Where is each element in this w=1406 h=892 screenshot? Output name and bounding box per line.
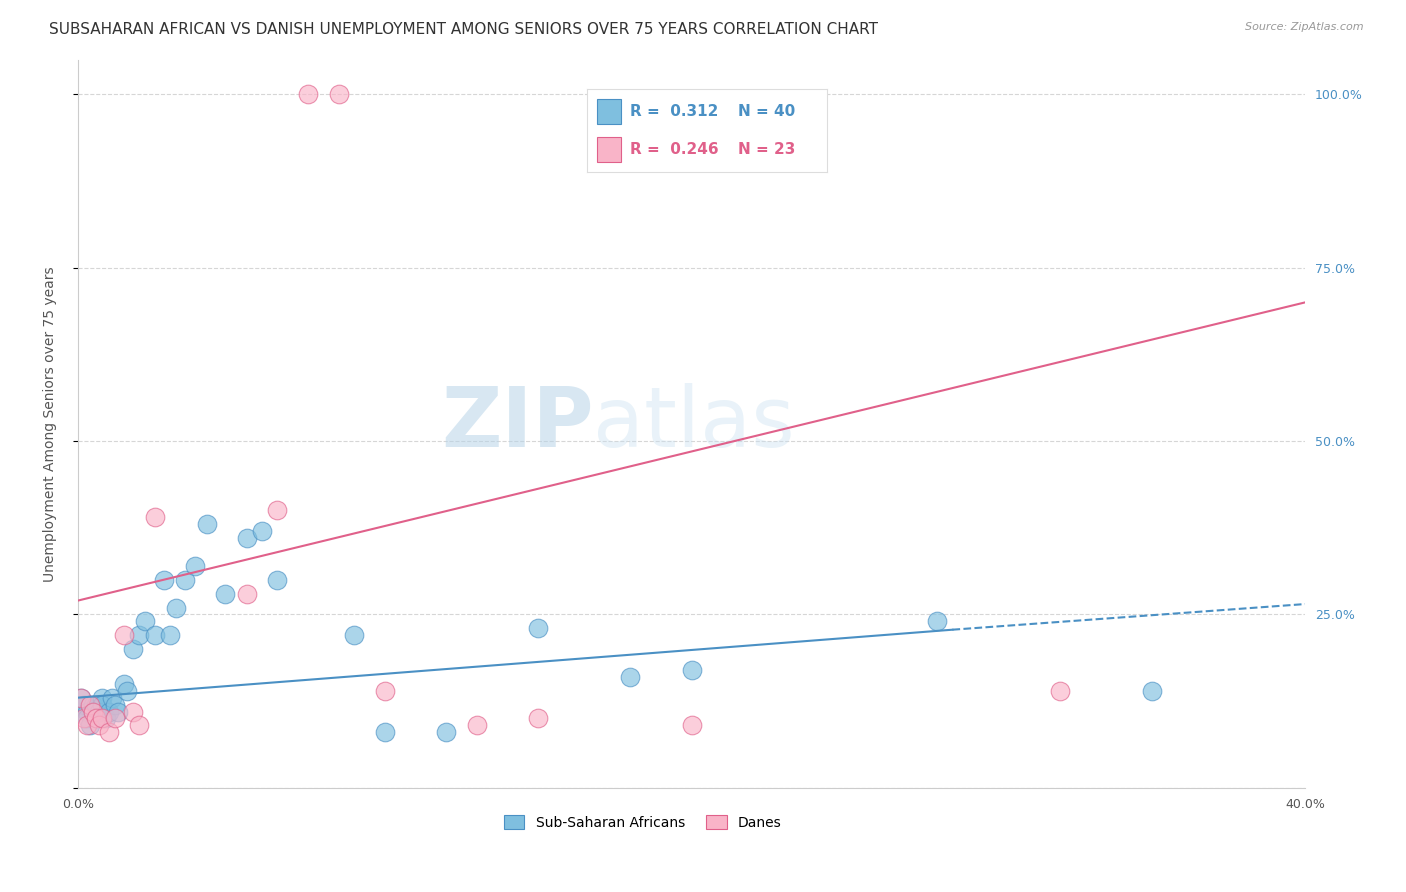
Point	[112, 677, 135, 691]
Point	[235, 587, 257, 601]
Point	[82, 705, 104, 719]
Point	[76, 718, 98, 732]
Point	[86, 711, 108, 725]
Point	[91, 711, 114, 725]
Point	[153, 573, 176, 587]
Point	[76, 711, 98, 725]
Point	[143, 628, 166, 642]
Text: Source: ZipAtlas.com: Source: ZipAtlas.com	[1246, 22, 1364, 32]
Point	[159, 628, 181, 642]
Text: atlas: atlas	[593, 384, 796, 464]
Point	[681, 718, 703, 732]
Legend: Sub-Saharan Africans, Danes: Sub-Saharan Africans, Danes	[498, 810, 787, 836]
Point	[128, 628, 150, 642]
Point	[266, 503, 288, 517]
Point	[97, 705, 120, 719]
Point	[97, 725, 120, 739]
Point	[183, 558, 205, 573]
Point	[82, 698, 104, 712]
Y-axis label: Unemployment Among Seniors over 75 years: Unemployment Among Seniors over 75 years	[44, 266, 58, 582]
Point	[70, 690, 93, 705]
Point	[122, 642, 145, 657]
Point	[374, 683, 396, 698]
Point	[143, 510, 166, 524]
Point	[76, 705, 98, 719]
Point	[94, 711, 117, 725]
Point	[128, 718, 150, 732]
Point	[925, 615, 948, 629]
Point	[343, 628, 366, 642]
Point	[619, 670, 641, 684]
Point	[73, 698, 96, 712]
Point	[681, 663, 703, 677]
Point	[89, 718, 111, 732]
Point	[82, 705, 104, 719]
Text: SUBSAHARAN AFRICAN VS DANISH UNEMPLOYMENT AMONG SENIORS OVER 75 YEARS CORRELATIO: SUBSAHARAN AFRICAN VS DANISH UNEMPLOYMEN…	[49, 22, 879, 37]
Point	[1140, 683, 1163, 698]
Point	[112, 628, 135, 642]
Point	[134, 615, 156, 629]
Point	[1049, 683, 1071, 698]
Point	[100, 690, 122, 705]
Point	[297, 87, 319, 102]
Point	[91, 690, 114, 705]
Point	[214, 587, 236, 601]
Point	[434, 725, 457, 739]
Point	[527, 711, 550, 725]
Point	[89, 705, 111, 719]
Point	[73, 711, 96, 725]
Point	[104, 698, 127, 712]
Point	[86, 698, 108, 712]
Point	[122, 705, 145, 719]
Point	[165, 600, 187, 615]
Point	[115, 683, 138, 698]
Point	[266, 573, 288, 587]
Point	[79, 718, 101, 732]
Point	[250, 524, 273, 539]
Point	[107, 705, 129, 719]
Point	[195, 517, 218, 532]
Point	[70, 690, 93, 705]
Point	[174, 573, 197, 587]
Point	[235, 531, 257, 545]
Point	[104, 711, 127, 725]
Point	[328, 87, 350, 102]
Text: ZIP: ZIP	[441, 384, 593, 464]
Point	[527, 621, 550, 635]
Point	[79, 698, 101, 712]
Point	[374, 725, 396, 739]
Point	[465, 718, 488, 732]
Point	[91, 698, 114, 712]
